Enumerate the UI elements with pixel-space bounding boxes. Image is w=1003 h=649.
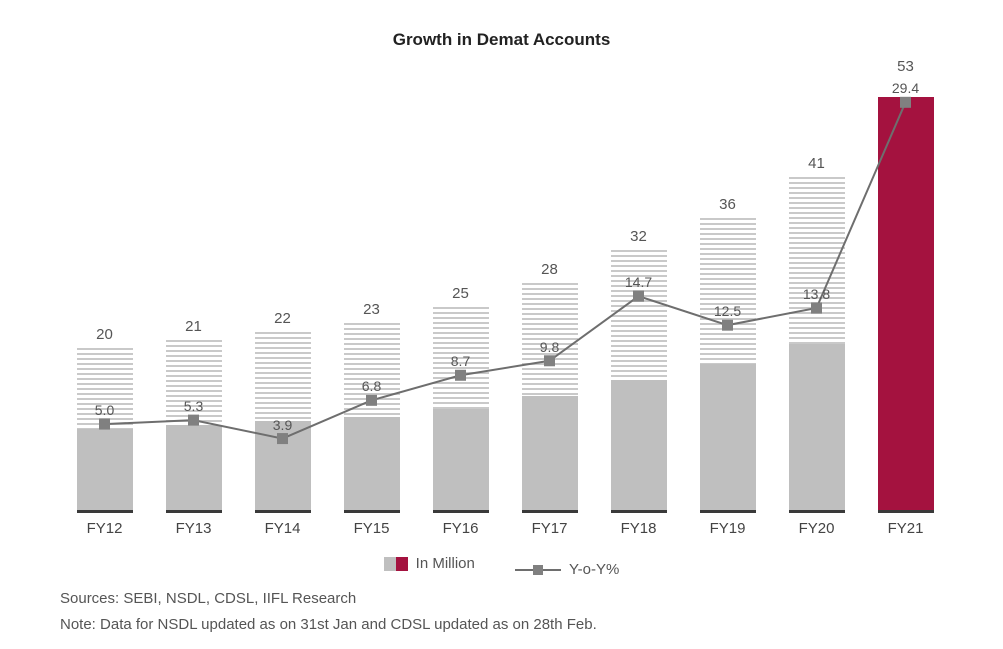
yoy-marker xyxy=(99,419,110,430)
yoy-value-label: 13.8 xyxy=(803,286,830,302)
bar-baseline xyxy=(789,510,845,513)
bar-baseline xyxy=(77,510,133,513)
yoy-value-label: 12.5 xyxy=(714,303,741,319)
yoy-marker xyxy=(900,97,911,108)
legend-line-label: Y-o-Y% xyxy=(569,561,619,578)
bar-baseline xyxy=(611,510,667,513)
bar-baseline xyxy=(433,510,489,513)
legend-item-line: Y-o-Y% xyxy=(515,561,619,578)
yoy-line xyxy=(105,102,906,438)
yoy-marker xyxy=(722,320,733,331)
yoy-value-label: 14.7 xyxy=(625,274,652,290)
yoy-value-label: 3.9 xyxy=(273,417,292,433)
yoy-marker xyxy=(633,291,644,302)
legend-line-seg xyxy=(543,569,561,571)
x-axis-labels: FY12 FY13 FY14 FY15 FY16 FY17 FY18 FY19 FY20 FY21 xyxy=(60,520,950,544)
legend-line-sample xyxy=(515,565,561,575)
legend: In Million Y-o-Y% xyxy=(0,555,1003,578)
yoy-marker xyxy=(455,370,466,381)
x-axis-label: FY18 xyxy=(611,520,667,537)
bar-baseline xyxy=(166,510,222,513)
legend-swatches xyxy=(384,557,408,571)
yoy-marker xyxy=(366,395,377,406)
chart-container: Growth in Demat Accounts 202122232528323… xyxy=(0,0,1003,649)
bar-baseline xyxy=(878,510,934,513)
bar-baseline xyxy=(344,510,400,513)
legend-bar-label: In Million xyxy=(416,555,475,572)
yoy-value-label: 29.4 xyxy=(892,80,919,96)
bar-value-label: 53 xyxy=(897,58,914,75)
yoy-marker xyxy=(277,433,288,444)
legend-swatch-red xyxy=(396,557,408,571)
yoy-marker xyxy=(188,415,199,426)
bar-baseline xyxy=(255,510,311,513)
x-axis-label: FY19 xyxy=(700,520,756,537)
chart-title: Growth in Demat Accounts xyxy=(0,30,1003,50)
x-axis-label: FY21 xyxy=(878,520,934,537)
bar-baseline xyxy=(522,510,578,513)
x-axis-label: FY15 xyxy=(344,520,400,537)
yoy-value-label: 5.3 xyxy=(184,398,203,414)
footer-note: Note: Data for NSDL updated as on 31st J… xyxy=(60,616,597,633)
x-axis-label: FY13 xyxy=(166,520,222,537)
yoy-value-label: 5.0 xyxy=(95,402,114,418)
yoy-value-label: 9.8 xyxy=(540,339,559,355)
legend-line-marker xyxy=(533,565,543,575)
x-axis-label: FY20 xyxy=(789,520,845,537)
footer-sources: Sources: SEBI, NSDL, CDSL, IIFL Research xyxy=(60,590,356,607)
bar-baseline xyxy=(700,510,756,513)
x-axis-label: FY17 xyxy=(522,520,578,537)
yoy-marker xyxy=(811,303,822,314)
x-axis-label: FY12 xyxy=(77,520,133,537)
legend-line-seg xyxy=(515,569,533,571)
yoy-value-label: 6.8 xyxy=(362,378,381,394)
legend-swatch-grey xyxy=(384,557,396,571)
yoy-marker xyxy=(544,355,555,366)
yoy-value-label: 8.7 xyxy=(451,353,470,369)
legend-item-bars: In Million xyxy=(384,555,475,572)
x-axis-label: FY14 xyxy=(255,520,311,537)
x-axis-label: FY16 xyxy=(433,520,489,537)
